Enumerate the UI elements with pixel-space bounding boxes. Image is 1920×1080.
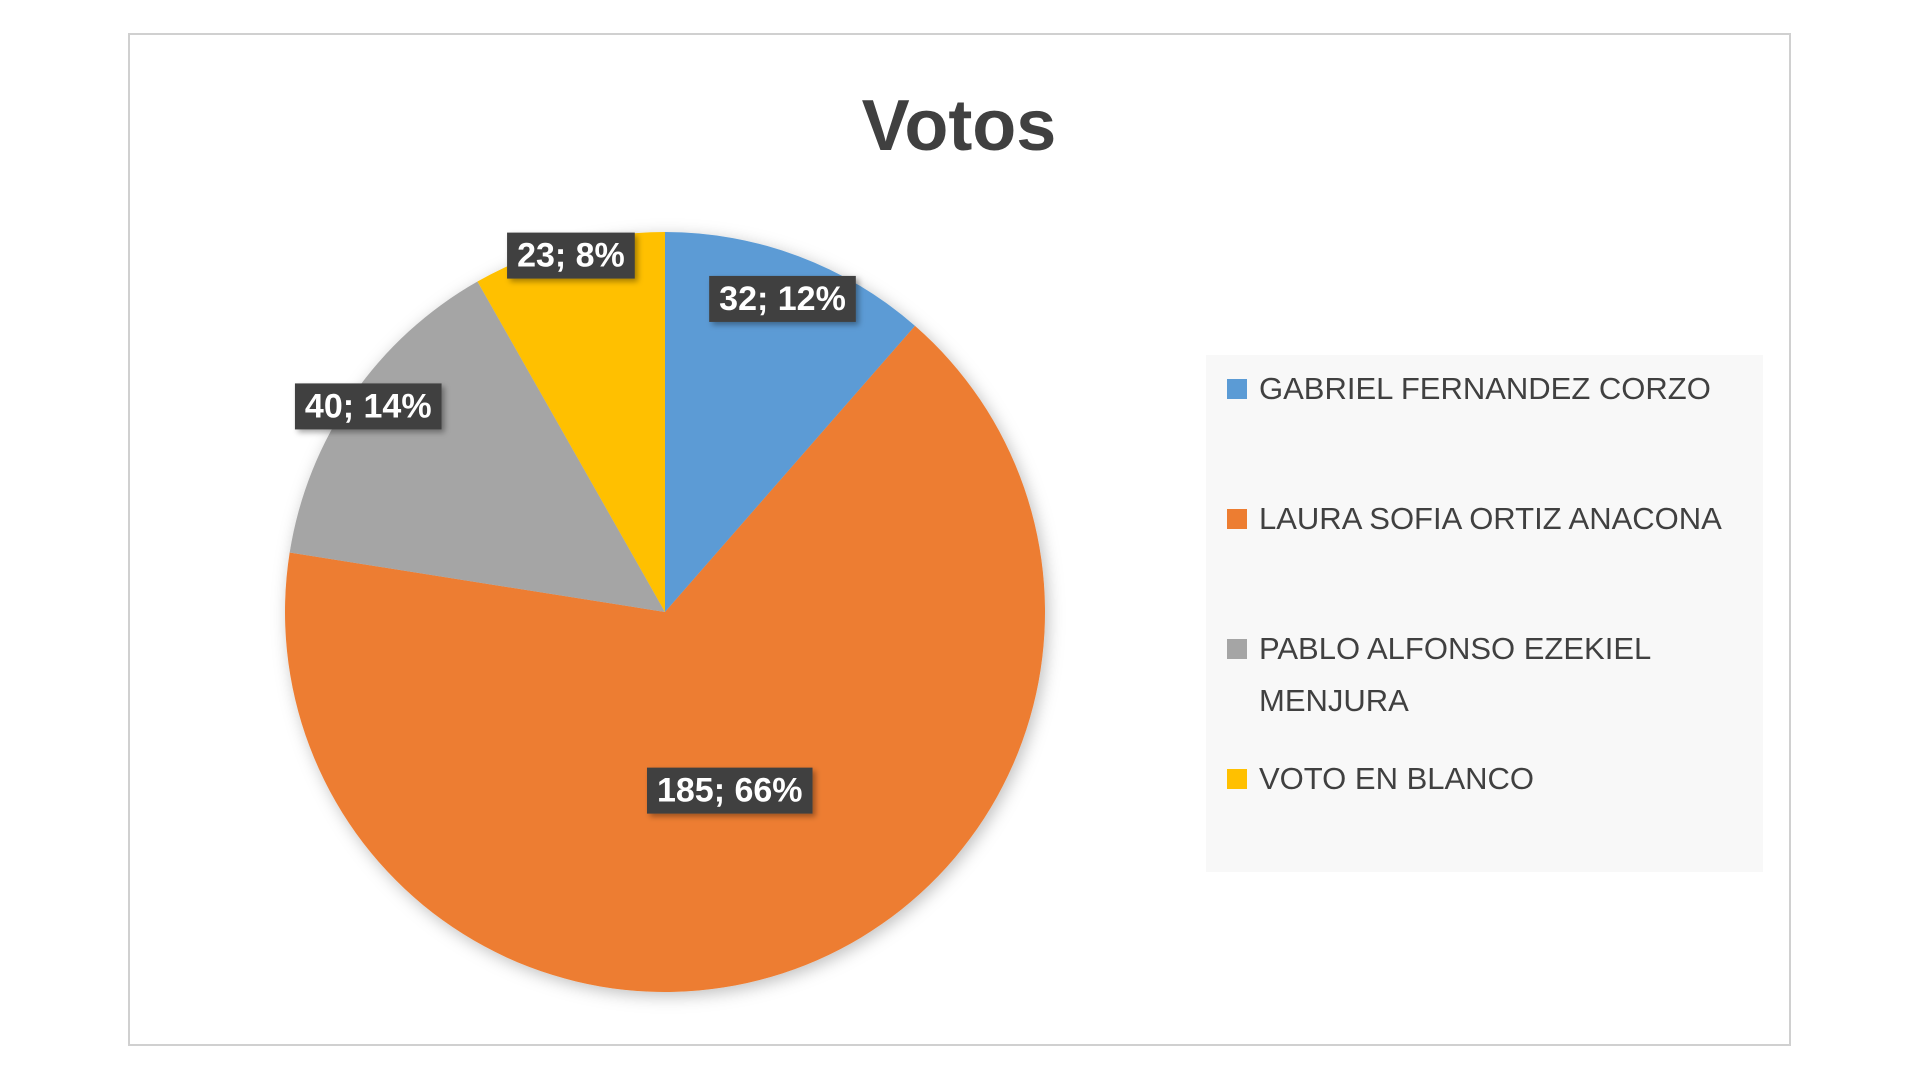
- pie-slice: [477, 232, 665, 612]
- legend-item: LAURA SOFIA ORTIZ ANACONA: [1227, 493, 1747, 545]
- legend: GABRIEL FERNANDEZ CORZO LAURA SOFIA ORTIZ…: [1206, 355, 1763, 872]
- pie: [285, 232, 1046, 992]
- data-label: 32; 12%: [709, 275, 856, 322]
- legend-label: GABRIEL FERNANDEZ CORZO: [1259, 371, 1711, 406]
- data-label-box: [709, 275, 856, 322]
- chart-title: Votos: [862, 86, 1057, 166]
- legend-label: LAURA SOFIA ORTIZ ANACONA: [1259, 501, 1722, 536]
- data-label-text: 23; 8%: [517, 237, 625, 275]
- data-label-text: 40; 14%: [305, 387, 432, 425]
- legend-label: VOTO EN BLANCO: [1259, 761, 1535, 796]
- data-label: 23; 8%: [507, 232, 635, 279]
- pie-slice: [289, 281, 665, 612]
- data-label: 40; 14%: [294, 383, 442, 430]
- legend-swatch: [1227, 509, 1247, 529]
- data-label-box: [507, 232, 635, 279]
- legend-item: PABLO ALFONSO EZEKIEL MENJURA: [1227, 623, 1747, 727]
- data-labels: 32; 12% 185; 66% 40; 14% 23; 8%: [294, 232, 856, 814]
- legend-item: GABRIEL FERNANDEZ CORZO: [1227, 363, 1747, 415]
- legend-label: PABLO ALFONSO EZEKIEL MENJURA: [1259, 631, 1651, 718]
- data-label-text: 32; 12%: [719, 280, 846, 318]
- pie-slice: [285, 325, 1046, 992]
- legend-item: VOTO EN BLANCO: [1227, 753, 1747, 805]
- legend-swatch: [1227, 639, 1247, 659]
- legend-swatch: [1227, 379, 1247, 399]
- legend-swatch: [1227, 769, 1247, 789]
- pie-slice: [665, 232, 916, 612]
- data-label: 185; 66%: [646, 767, 813, 814]
- data-label-box: [646, 767, 813, 814]
- data-label-text: 185; 66%: [657, 772, 803, 810]
- data-label-box: [294, 383, 442, 430]
